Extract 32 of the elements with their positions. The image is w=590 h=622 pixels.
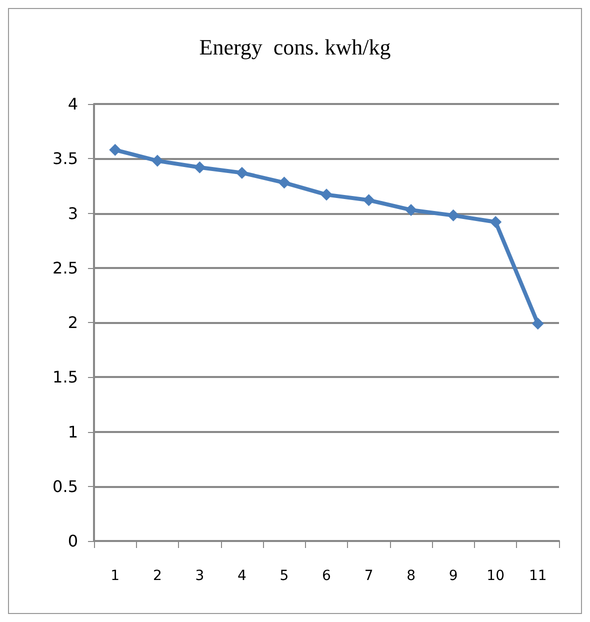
- point: [194, 161, 206, 174]
- y-tick-label: 4: [68, 94, 78, 114]
- x-tick-label: 3: [195, 568, 204, 584]
- point: [109, 144, 122, 156]
- point: [447, 209, 460, 222]
- y-tick-label: 2.5: [52, 258, 78, 278]
- x-tick-label: 7: [364, 568, 374, 584]
- x-tick-label: 4: [237, 568, 246, 584]
- point: [236, 166, 248, 179]
- y-tick-label: 3: [68, 204, 78, 223]
- x-tick-label: 5: [280, 568, 289, 584]
- x-tick-label: 2: [152, 568, 162, 584]
- y-tick-label: 0.5: [52, 476, 78, 496]
- point: [405, 204, 418, 216]
- point: [490, 216, 502, 228]
- point: [320, 188, 332, 201]
- x-tick-label: 10: [486, 568, 505, 584]
- x-tick-label: 1: [110, 568, 120, 584]
- x-tick-label: 9: [448, 568, 458, 584]
- x-tick-label: 8: [406, 568, 416, 584]
- point: [532, 318, 544, 330]
- chart-title: Energy cons. kwh/kg: [199, 34, 391, 60]
- point: [278, 176, 290, 189]
- y-tick-label: 0: [68, 532, 78, 550]
- y-tick-label: 2: [68, 313, 78, 332]
- point: [151, 154, 164, 167]
- y-tick-label: 1.5: [52, 368, 78, 387]
- y-tick-label: 3.5: [52, 149, 78, 168]
- x-tick-label: 6: [322, 568, 332, 584]
- y-tick-label: 1: [68, 422, 78, 442]
- x-tick-label: 11: [528, 568, 547, 584]
- point: [362, 194, 375, 206]
